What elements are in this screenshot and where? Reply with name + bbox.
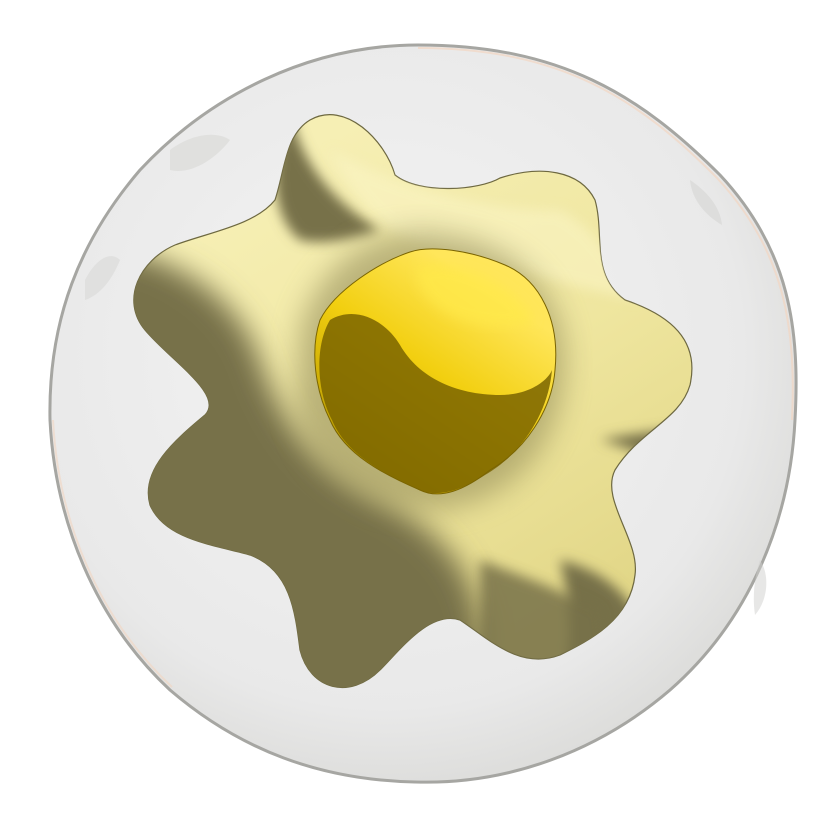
inner-core — [314, 248, 557, 495]
